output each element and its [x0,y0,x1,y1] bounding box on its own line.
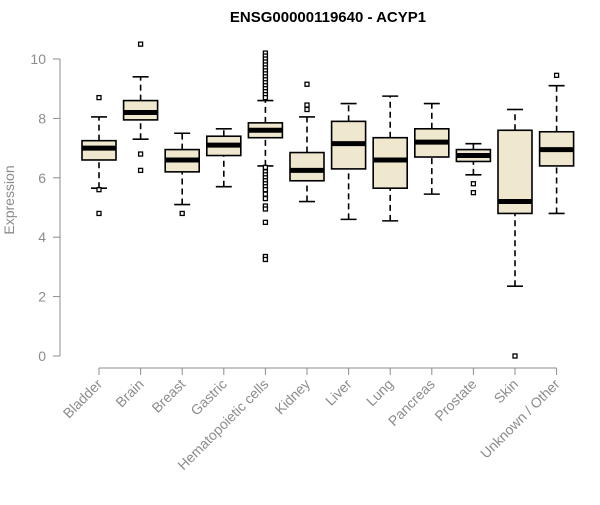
box-group-skin [497,108,533,359]
outlier-point [262,219,269,226]
x-tick-label: Prostate [431,376,479,424]
y-tick-label: 2 [38,289,46,305]
x-tick-label: Lung [363,376,396,409]
y-axis-label: Expression [1,165,17,234]
outlier-point [137,41,144,47]
x-tick-label: Breast [148,376,188,416]
outlier-point [470,181,477,187]
outlier-point [470,189,477,196]
box-group-brain [122,41,159,174]
outlier-point [262,94,269,101]
outlier-point [96,94,102,101]
y-tick-label: 8 [38,110,46,126]
outlier-point [137,167,144,174]
box-group-breast [164,132,200,217]
box-group-bladder [81,94,117,217]
outlier-point [262,206,269,212]
box-group-pancreas [413,102,450,195]
box-group-prostate [455,142,492,196]
outlier-point [304,102,310,108]
box-iqr [289,151,325,182]
x-tick-label: Liver [322,376,355,409]
outlier-point [304,106,310,113]
outlier-point [262,256,269,263]
box-group-unknown-other [538,72,575,215]
outlier-point [262,187,269,193]
x-tick-label: Kidney [272,376,314,418]
x-tick-label: Skin [491,376,522,407]
box-group-gastric [206,127,242,188]
box-group-lung [372,95,409,222]
outlier-point [96,187,102,193]
outlier-point [96,210,102,217]
outlier-point [512,353,518,359]
chart-title: ENSG00000119640 - ACYP1 [230,9,426,26]
outlier-point [304,81,310,87]
outlier-point [553,72,560,78]
y-tick-label: 10 [30,51,46,67]
plot-area [81,41,575,359]
outlier-point [262,191,269,197]
box-group-hematopoietic-cells [247,50,284,263]
outlier-point [179,210,185,217]
box-iqr [372,136,409,189]
box-group-liver [330,102,367,221]
box-group-kidney [289,81,325,203]
x-tick-label: Bladder [60,376,106,422]
outlier-point [262,164,269,171]
y-tick-label: 6 [38,170,46,186]
outlier-point [137,151,144,157]
y-tick-label: 4 [38,229,46,245]
y-tick-label: 0 [38,348,46,364]
outlier-point [262,195,269,202]
x-tick-label: Brain [112,376,146,410]
x-tick-label: Unknown / Other [477,376,563,462]
